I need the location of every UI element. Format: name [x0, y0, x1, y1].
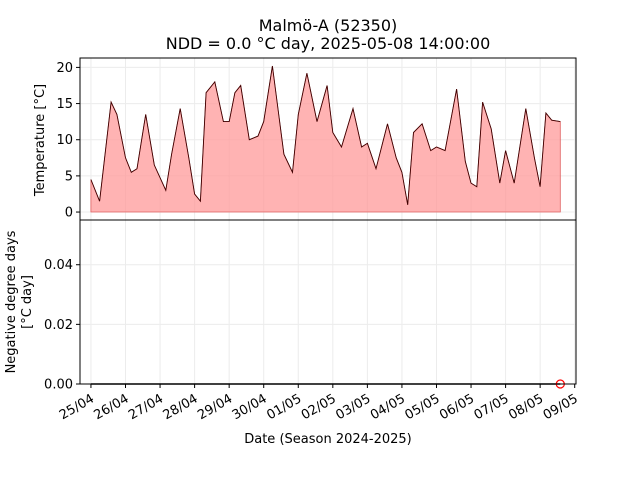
chart-title-line-2: NDD = 0.0 °C day, 2025-05-08 14:00:00	[166, 34, 491, 53]
temperature-y-ticks: 0 5 10 15 20	[56, 61, 80, 221]
top-y-tick-label: 0	[65, 206, 73, 221]
top-y-tick-label: 15	[56, 97, 73, 112]
temperature-plot-area	[90, 65, 561, 213]
bottom-y-tick-label: 0.02	[44, 318, 73, 333]
temperature-y-axis-label: Temperature [°C]	[33, 84, 48, 197]
x-axis-label: Date (Season 2024-2025)	[244, 432, 412, 447]
degree-days-axes-frame	[79, 219, 577, 385]
top-y-tick-label: 10	[56, 133, 73, 148]
degree-days-y-axis-label-line-2: [°C day]	[20, 275, 35, 329]
degree-days-y-ticks: 0.00 0.02 0.04	[44, 258, 80, 393]
chart-title-line-1: Malmö-A (52350)	[259, 16, 398, 35]
temperature-series-line	[90, 65, 561, 205]
degree-days-y-axis-label-line-1: Negative degree days	[4, 230, 19, 373]
bottom-y-tick-label: 0.04	[44, 258, 73, 273]
bottom-y-tick-label: 0.00	[44, 378, 73, 393]
top-y-tick-label: 20	[56, 61, 73, 76]
top-y-tick-label: 5	[65, 169, 73, 184]
